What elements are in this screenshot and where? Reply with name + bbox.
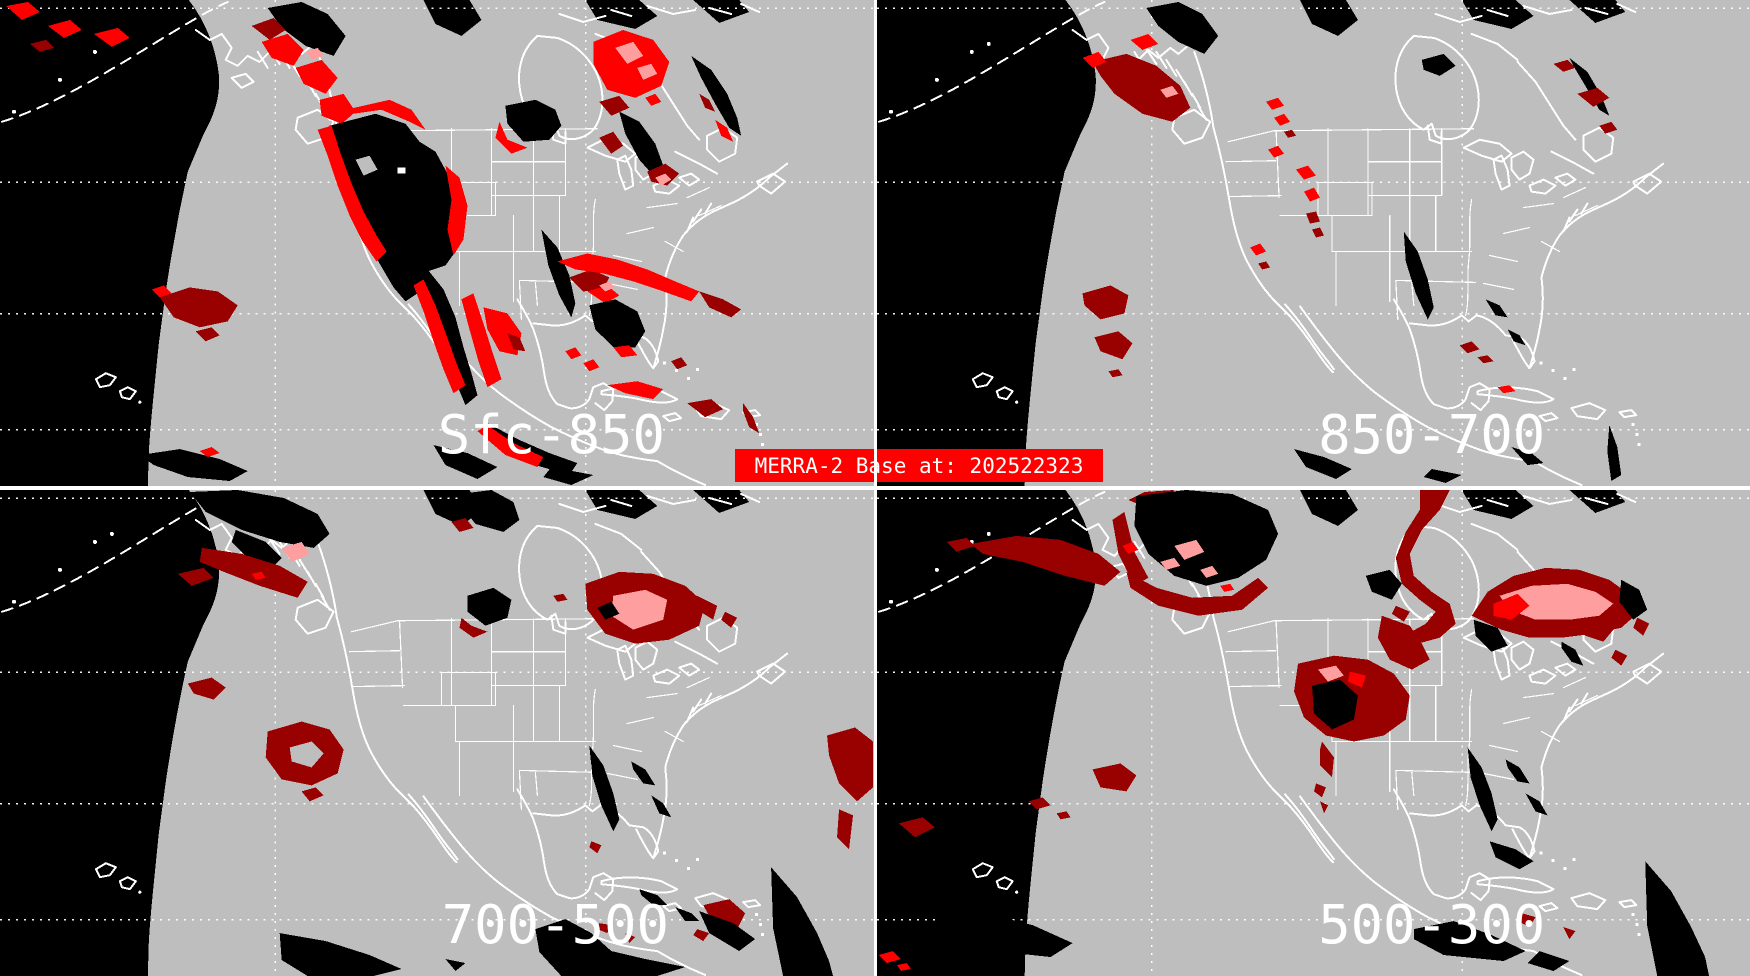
base-time-banner: MERRA-2 Base at: 202522323	[735, 449, 1103, 482]
data-layer-500-300	[878, 490, 1710, 976]
panel-label-500-300: 500-300	[1318, 893, 1545, 956]
panel-850-700: 850-700	[877, 0, 1750, 486]
data-layer-sfc-850	[5, 1, 760, 486]
map-700-500: 700-500	[0, 490, 874, 976]
panel-label-700-500: 700-500	[442, 893, 669, 956]
map-500-300: 500-300	[877, 490, 1750, 976]
panel-label-sfc-850: Sfc-850	[438, 403, 665, 466]
data-layer-700-500	[177, 490, 874, 976]
map-sfc-850: Sfc-850	[0, 0, 874, 486]
map-850-700: 850-700	[877, 0, 1750, 486]
quadrant-divider-horizontal	[0, 486, 1750, 490]
panel-700-500: 700-500	[0, 490, 874, 976]
data-layer-850-700	[1082, 1, 1622, 484]
panel-label-850-700: 850-700	[1318, 403, 1545, 466]
panel-500-300: 500-300	[877, 490, 1750, 976]
base-time-text: MERRA-2 Base at: 202522323	[754, 453, 1084, 478]
panel-sfc-850: Sfc-850	[0, 0, 874, 486]
